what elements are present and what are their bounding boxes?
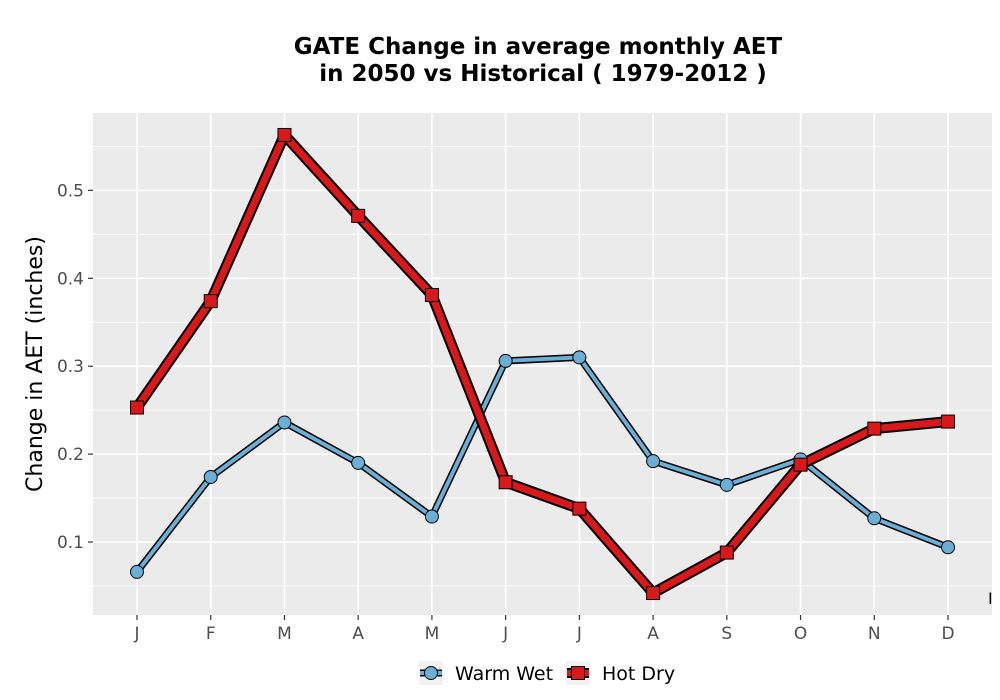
legend-label-warm-wet: Warm Wet (455, 663, 553, 685)
x-tick-label: M (277, 624, 292, 644)
point-hot-dry (941, 414, 955, 429)
x-tick-label: F (206, 624, 216, 644)
x-tick-label: A (352, 624, 364, 644)
point-hot-dry (203, 294, 218, 309)
x-tick-label: O (794, 624, 807, 644)
stray-glyph: I (988, 589, 993, 608)
chart-title-line-1: GATE Change in average monthly AET (294, 34, 783, 60)
legend-label-hot-dry: Hot Dry (602, 663, 675, 685)
x-tick-label: M (425, 624, 440, 644)
plot-panel (93, 113, 992, 615)
point-hot-dry (351, 208, 366, 223)
point-hot-dry (793, 457, 808, 472)
point-warm-wet (646, 454, 661, 469)
point-warm-wet (277, 415, 292, 430)
series-line-warm-wet (135, 355, 950, 574)
point-hot-dry (498, 475, 513, 490)
y-tick-label: 0.3 (57, 357, 84, 377)
y-axis-title: Change in AET (inches) (23, 236, 48, 492)
x-tick-label: J (576, 624, 582, 644)
x-tick-label: J (133, 624, 139, 644)
point-hot-dry (277, 127, 292, 142)
point-warm-wet (941, 540, 955, 555)
y-tick-labels: 0.1 0.2 0.3 0.4 0.5 (57, 181, 84, 553)
x-tick-label: D (941, 624, 954, 644)
series-points (130, 127, 955, 601)
point-warm-wet (867, 511, 882, 526)
x-tick-label: N (868, 624, 881, 644)
legend-marker-warm-wet (424, 666, 438, 680)
x-tick-label: S (721, 624, 732, 644)
point-hot-dry (424, 287, 439, 302)
point-warm-wet (203, 469, 218, 484)
y-tick-label: 0.2 (57, 445, 84, 465)
point-warm-wet (498, 353, 513, 368)
series-line-hot-dry (133, 131, 952, 597)
point-hot-dry (572, 501, 587, 516)
y-tick-label: 0.1 (57, 533, 84, 553)
point-warm-wet (572, 350, 587, 365)
point-warm-wet (424, 509, 439, 524)
x-tick-label: A (647, 624, 659, 644)
point-hot-dry (719, 545, 734, 560)
point-hot-dry (130, 400, 144, 415)
legend: Warm Wet Hot Dry (419, 661, 675, 685)
axis-ticks (88, 189, 949, 620)
point-hot-dry (646, 586, 661, 601)
point-hot-dry (867, 421, 882, 436)
y-tick-label: 0.4 (57, 269, 84, 289)
x-tick-label: J (502, 624, 508, 644)
legend-marker-hot-dry (571, 666, 585, 680)
point-warm-wet (130, 564, 144, 579)
chart-title-line-2: in 2050 vs Historical ( 1979-2012 ) (319, 61, 766, 87)
y-tick-label: 0.5 (57, 181, 84, 201)
point-warm-wet (351, 455, 366, 470)
point-warm-wet (719, 477, 734, 492)
series-lines (131, 129, 954, 599)
